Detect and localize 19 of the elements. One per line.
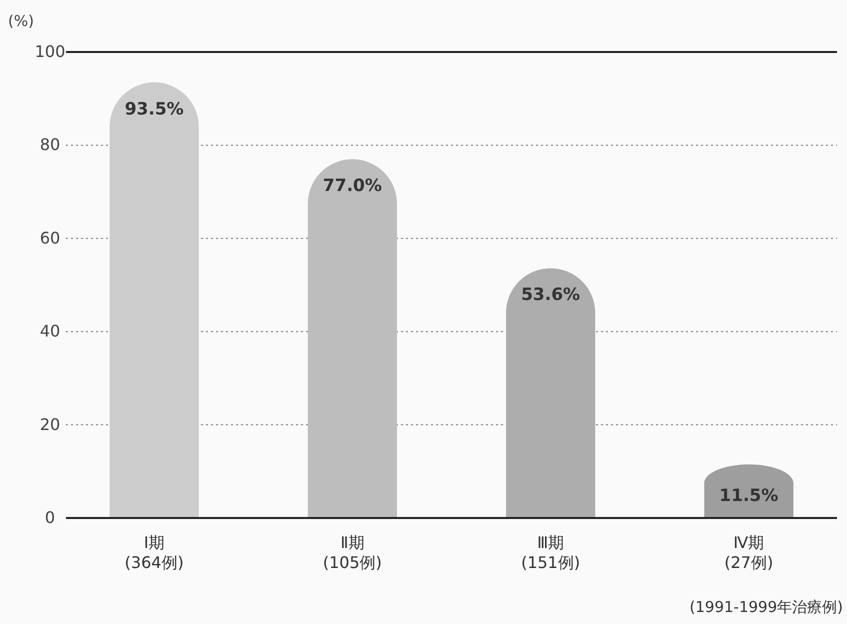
x-tick-label: Ⅳ期 (27例) [724,533,774,572]
y-tick-label: 20 [40,414,60,434]
y-tick-label: 40 [40,322,60,341]
data-label: 11.5% [719,486,778,506]
y-tick-label: 60 [40,228,60,248]
data-label: 53.6% [521,285,580,306]
x-tick-label: Ⅰ期 (364例) [124,533,184,572]
bar [110,82,199,518]
data-label: 77.0% [322,176,382,196]
y-axis-title: (%) [8,12,34,30]
bar [506,268,596,518]
text: (1991-1999年治療例) [690,598,843,616]
bar [308,159,397,518]
y-tick-label: 100 [34,42,66,61]
y-tick-label: 80 [40,135,60,154]
x-tick-label: Ⅲ期 (151例) [521,533,580,572]
data-label: 93.5% [124,99,184,120]
y-tick-label: 0 [44,508,56,527]
x-tick-label: Ⅱ期 (105例) [322,533,382,572]
